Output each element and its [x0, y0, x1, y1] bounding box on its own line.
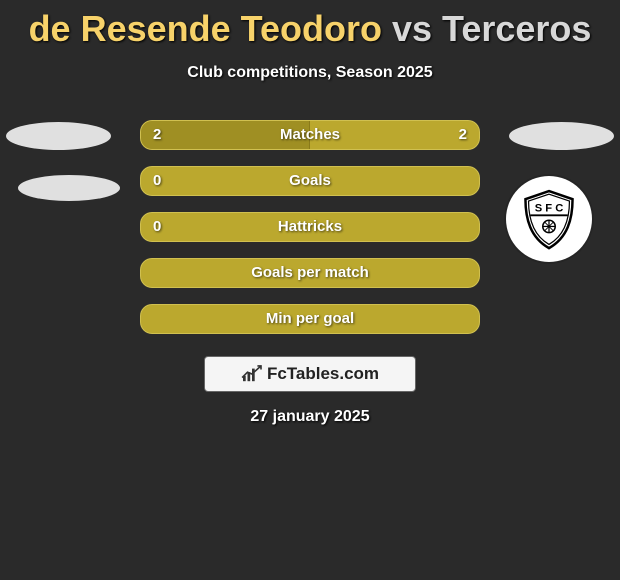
player1-placeholder-1	[6, 122, 111, 150]
stat-bar: 0Goals	[140, 166, 480, 196]
santos-fc-icon: S F C	[518, 188, 580, 250]
stat-label: Matches	[141, 121, 479, 149]
subtitle: Club competitions, Season 2025	[0, 64, 620, 82]
title-player1: de Resende Teodoro	[29, 8, 382, 49]
svg-text:S F C: S F C	[535, 203, 564, 215]
title-vs: vs	[382, 8, 442, 49]
player1-placeholder-2	[18, 175, 120, 201]
stat-bar: 22Matches	[140, 120, 480, 150]
player2-club-badge: S F C	[506, 176, 592, 262]
stat-bar: Goals per match	[140, 258, 480, 288]
stat-label: Goals	[141, 167, 479, 195]
stat-bars: 22Matches 0Goals 0Hattricks Goals per match…	[140, 120, 480, 350]
title-player2: Terceros	[442, 8, 591, 49]
stat-label: Min per goal	[141, 305, 479, 333]
stat-bar: 0Hattricks	[140, 212, 480, 242]
branding-text: FcTables.com	[267, 364, 379, 384]
branding-badge[interactable]: FcTables.com	[204, 356, 416, 392]
chart-icon	[241, 365, 263, 383]
stat-bar: Min per goal	[140, 304, 480, 334]
stat-label: Goals per match	[141, 259, 479, 287]
player2-placeholder-1	[509, 122, 614, 150]
page-title: de Resende Teodoro vs Terceros	[0, 0, 620, 50]
stat-label: Hattricks	[141, 213, 479, 241]
snapshot-date: 27 january 2025	[0, 408, 620, 426]
